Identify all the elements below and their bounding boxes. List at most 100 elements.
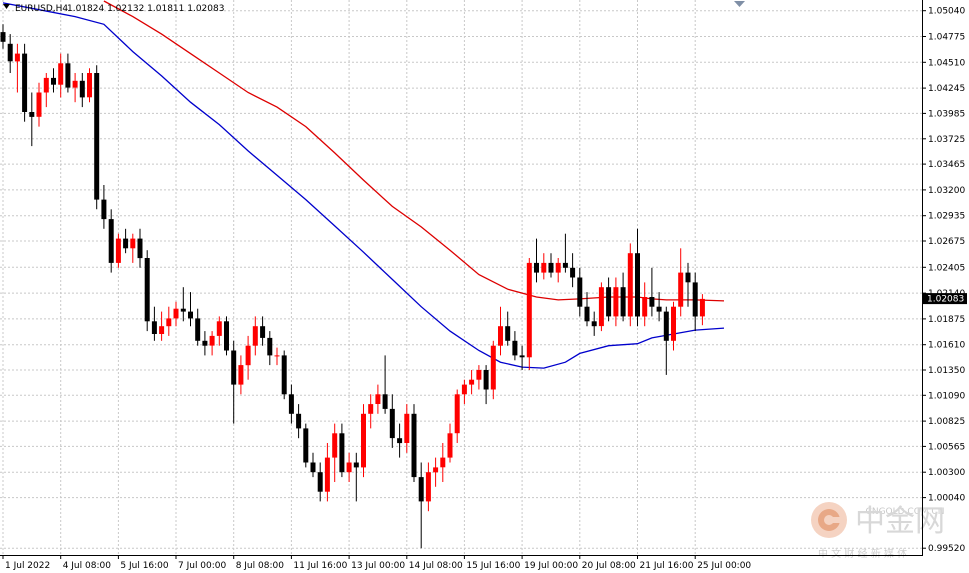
candle-body-bear [606,287,612,317]
y-tick-label: 1.05040 [928,7,965,17]
y-tick-label: 1.01350 [928,366,965,376]
candle-body-bear [685,272,691,283]
x-tick-label: 4 Jul 08:00 [63,561,112,571]
candle-body-bull [461,384,467,395]
candle-body-bear [382,394,388,409]
y-tick-label: 1.03725 [928,135,965,145]
candle-body-bull [476,370,482,380]
candle-body-bear [0,32,6,42]
candle-body-bull [58,63,64,85]
grid [0,0,922,555]
candle-body-bear [570,267,576,278]
candle-body-bull [447,433,453,458]
candle-body-bull [346,462,352,473]
candle-body-bear [620,287,626,317]
candle-body-bear [692,282,698,317]
y-tick-label: 1.04510 [928,58,965,68]
candle-body-bull [159,326,165,334]
candle-body-bear [310,462,316,473]
candle-body-bear [548,262,554,273]
x-tick-label: 20 Jul 08:00 [582,561,636,571]
y-tick-label: 1.01090 [928,391,965,401]
candle-body-bear [267,337,273,356]
candle-body-bull [173,308,179,319]
candles [0,24,705,549]
candle-body-bear [231,350,237,385]
candle-body-bear [663,311,669,341]
x-tick-label: 15 Jul 16:00 [466,561,520,571]
candle-body-bear [656,306,662,312]
candle-body-bear [123,238,129,249]
candle-body-bear [7,43,13,62]
menu-triangle-icon[interactable] [3,4,10,9]
x-tick-label: 11 Jul 16:00 [293,561,347,571]
chart-shift-marker-icon[interactable] [734,1,745,7]
candle-body-bull [699,298,705,317]
candle-body-bear [144,258,150,322]
candle-body-bull [238,365,244,385]
candle-body-bull [541,262,547,273]
y-tick-label: 1.04775 [928,33,965,43]
candle-body-bear [418,477,424,502]
candle-body-bear [512,340,518,356]
x-tick-label: 1 Jul 2022 [5,561,50,571]
candle-body-bear [260,326,266,338]
candle-body-bull [14,53,20,62]
candle-body-bear [224,321,229,351]
x-tick-label: 25 Jul 00:00 [697,561,751,571]
candle-body-bear [591,321,597,327]
candle-body-bear [534,262,539,273]
candle-body-bear [281,355,287,395]
ohlc-readout: 1.01824 1.02132 1.01811 1.02083 [67,4,224,14]
candle-body-bull [613,287,619,317]
candle-body-bear [51,77,56,85]
y-tick-label: 1.03985 [928,109,965,119]
candle-body-bull [498,326,503,346]
y-tick-label: 1.00825 [928,417,965,427]
candle-body-bear [79,80,85,98]
candle-body-bear [411,413,417,478]
candle-body-bear [397,438,403,444]
candle-body-bear [339,433,345,473]
x-tick-label: 8 Jul 08:00 [236,561,285,571]
watermark-logo-icon [811,502,847,538]
candle-body-bear [519,355,525,358]
candle-body-bull [433,467,439,473]
candle-body-bull [404,413,410,443]
y-tick-label: 1.02935 [928,212,965,222]
candle-body-bear [151,321,157,334]
price-axis[interactable]: 1.05040 1.04775 1.04510 1.04245 1.03985 1.037… [922,7,965,555]
candle-body-bull [72,80,78,88]
y-tick-label: 1.02405 [928,263,965,273]
y-tick-label: 1.00300 [928,468,965,478]
candle-body-bull [43,77,49,93]
x-tick-label: 19 Jul 00:00 [524,561,578,571]
candle-body-bear [101,199,107,220]
candle-body-bull [627,253,633,317]
candle-body-bull [361,413,366,468]
candle-body-bear [483,370,489,390]
candle-body-bear [584,306,590,322]
y-tick-label: 1.03200 [928,186,965,196]
candle-body-bear [389,408,395,439]
candle-body-bull [469,379,475,385]
time-axis[interactable]: 1 Jul 2022 4 Jul 08:00 5 Jul 16:00 7 Jul 00… [2,555,751,571]
candle-body-bear [317,472,323,492]
y-tick-label: 1.01875 [928,315,965,325]
candle-body-bear [180,308,186,312]
y-tick-label: 1.04245 [928,84,965,94]
candle-body-bull [87,73,92,98]
x-tick-label: 21 Jul 16:00 [640,561,694,571]
candle-body-bull [454,394,460,434]
watermark-tagline: 中 文 财 经 新 媒 体 [818,547,907,560]
y-tick-label: 0.99520 [928,544,965,554]
candle-body-bull [375,394,381,404]
candle-body-bear [288,394,294,414]
candle-body-bear [303,428,309,463]
candle-body-bull [368,404,374,414]
candle-body-bull [490,345,496,390]
watermark: CNGOLD.COM.CN 中金网 中 文 财 经 新 媒 体 [811,502,945,560]
candle-body-bear [29,112,35,117]
